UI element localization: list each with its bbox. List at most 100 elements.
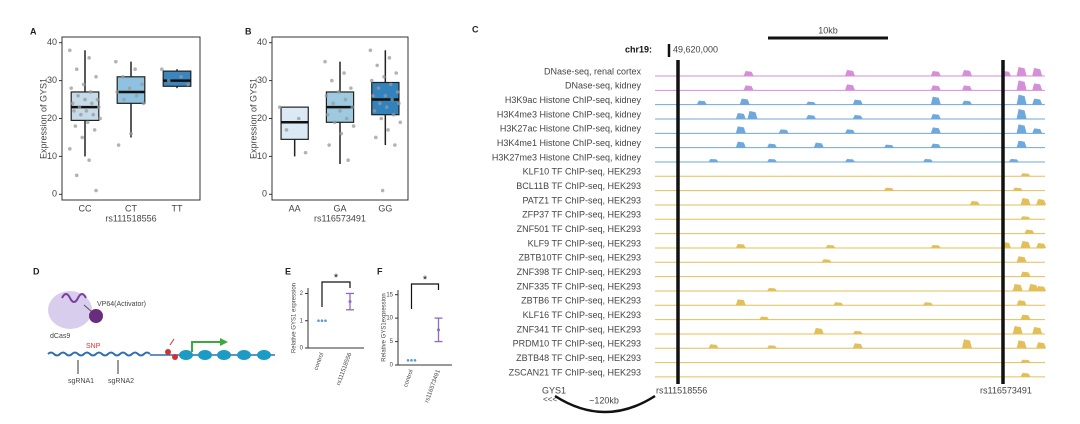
- peak: [962, 70, 972, 76]
- point: [94, 188, 98, 193]
- x-tick-label: control: [403, 369, 415, 388]
- y-axis-label: Expression of GYS1: [38, 78, 48, 159]
- x-tick-label: rs116573491: [424, 369, 442, 404]
- peak: [962, 339, 972, 349]
- y-tick-label: 30: [47, 75, 57, 85]
- point: [115, 90, 119, 94]
- snp-label: rs111518556: [656, 385, 707, 395]
- point: [345, 116, 349, 121]
- point: [346, 158, 350, 162]
- peak: [845, 129, 855, 134]
- point: [375, 63, 379, 68]
- peak: [1020, 372, 1031, 377]
- peak: [930, 143, 941, 148]
- panel-label: D: [33, 266, 40, 276]
- gene-label: GYS1: [542, 385, 566, 395]
- point: [114, 59, 118, 64]
- peak: [767, 143, 777, 148]
- peak: [806, 114, 816, 119]
- panel-label: A: [30, 26, 37, 36]
- track-label: ZNF335 TF ChIP-seq, HEK293: [517, 281, 641, 291]
- peak: [930, 113, 941, 119]
- peak: [743, 85, 754, 91]
- track-label: KLF16 TF ChIP-seq, HEK293: [523, 310, 641, 320]
- peak: [759, 316, 770, 320]
- point: [186, 82, 190, 87]
- x-tick-label: GA: [333, 203, 346, 213]
- peak: [1020, 359, 1031, 363]
- point: [371, 93, 375, 98]
- y-tick-label: 20: [47, 113, 57, 123]
- box: [116, 76, 146, 104]
- point: [79, 112, 83, 117]
- peak: [962, 100, 972, 105]
- peak: [1016, 140, 1027, 148]
- peak: [778, 129, 789, 134]
- point: [97, 105, 101, 109]
- point: [386, 128, 390, 132]
- peak: [884, 187, 894, 191]
- peak: [845, 84, 855, 91]
- peak: [1036, 198, 1047, 205]
- peak: [1036, 285, 1047, 291]
- peak: [1020, 271, 1031, 277]
- peak: [806, 101, 816, 105]
- point: [372, 109, 377, 113]
- peak: [767, 158, 777, 162]
- point: [398, 120, 403, 125]
- point: [95, 97, 100, 102]
- point: [73, 124, 78, 128]
- nucleosome: [198, 350, 212, 360]
- tss-arrow: [191, 341, 220, 352]
- point: [81, 82, 86, 87]
- peak: [1032, 98, 1043, 105]
- track-label: KLF10 TF ChIP-seq, HEK293: [523, 167, 641, 177]
- y-axis-label: Relative GYS1expression: [382, 293, 388, 361]
- point: [88, 90, 93, 94]
- y-tick-label: 15: [386, 292, 393, 298]
- activator-label: VP64(Activator): [97, 301, 146, 308]
- point: [98, 116, 102, 121]
- peak: [930, 85, 941, 91]
- position-label: 49,620,000: [673, 44, 718, 54]
- peak: [735, 126, 746, 134]
- point: [382, 75, 386, 79]
- y-tick-label: 10: [257, 151, 267, 161]
- point: [129, 131, 133, 136]
- point: [350, 105, 355, 109]
- point: [368, 48, 373, 53]
- x-tick-label: CT: [125, 203, 137, 213]
- point: [376, 86, 381, 90]
- track-label: BCL11B TF ChIP-seq, HEK293: [516, 181, 641, 191]
- factor: [172, 354, 178, 360]
- track-label: PRDM10 TF ChIP-seq, HEK293: [513, 339, 641, 349]
- peak: [1016, 80, 1027, 91]
- x-tick-label: GG: [378, 203, 392, 213]
- peak: [743, 71, 754, 76]
- mean: [437, 328, 440, 332]
- x-tick-label: control: [314, 352, 326, 371]
- panel-label: F: [377, 266, 383, 276]
- tss-arrowhead: [220, 338, 228, 346]
- peak: [747, 110, 758, 119]
- x-tick-label: rs111518556: [336, 352, 354, 387]
- track-label: ZBTB10TF ChIP-seq, HEK293: [518, 253, 641, 263]
- peak: [1012, 187, 1023, 191]
- peak: [930, 96, 941, 105]
- guide-label: sgRNA2: [108, 378, 134, 385]
- grna-loop: [61, 293, 87, 303]
- peak: [1020, 173, 1031, 177]
- point: [141, 101, 146, 106]
- point: [74, 67, 79, 72]
- point: [387, 56, 392, 60]
- point: [166, 78, 171, 83]
- scale-label: 10kb: [818, 25, 838, 35]
- peak: [930, 71, 941, 76]
- track-label: ZNF398 TF ChIP-seq, HEK293: [517, 267, 641, 277]
- peak: [852, 330, 863, 334]
- x-tick-label: CC: [79, 203, 92, 213]
- peak: [1024, 229, 1035, 234]
- peak: [825, 244, 836, 248]
- point: [331, 101, 336, 106]
